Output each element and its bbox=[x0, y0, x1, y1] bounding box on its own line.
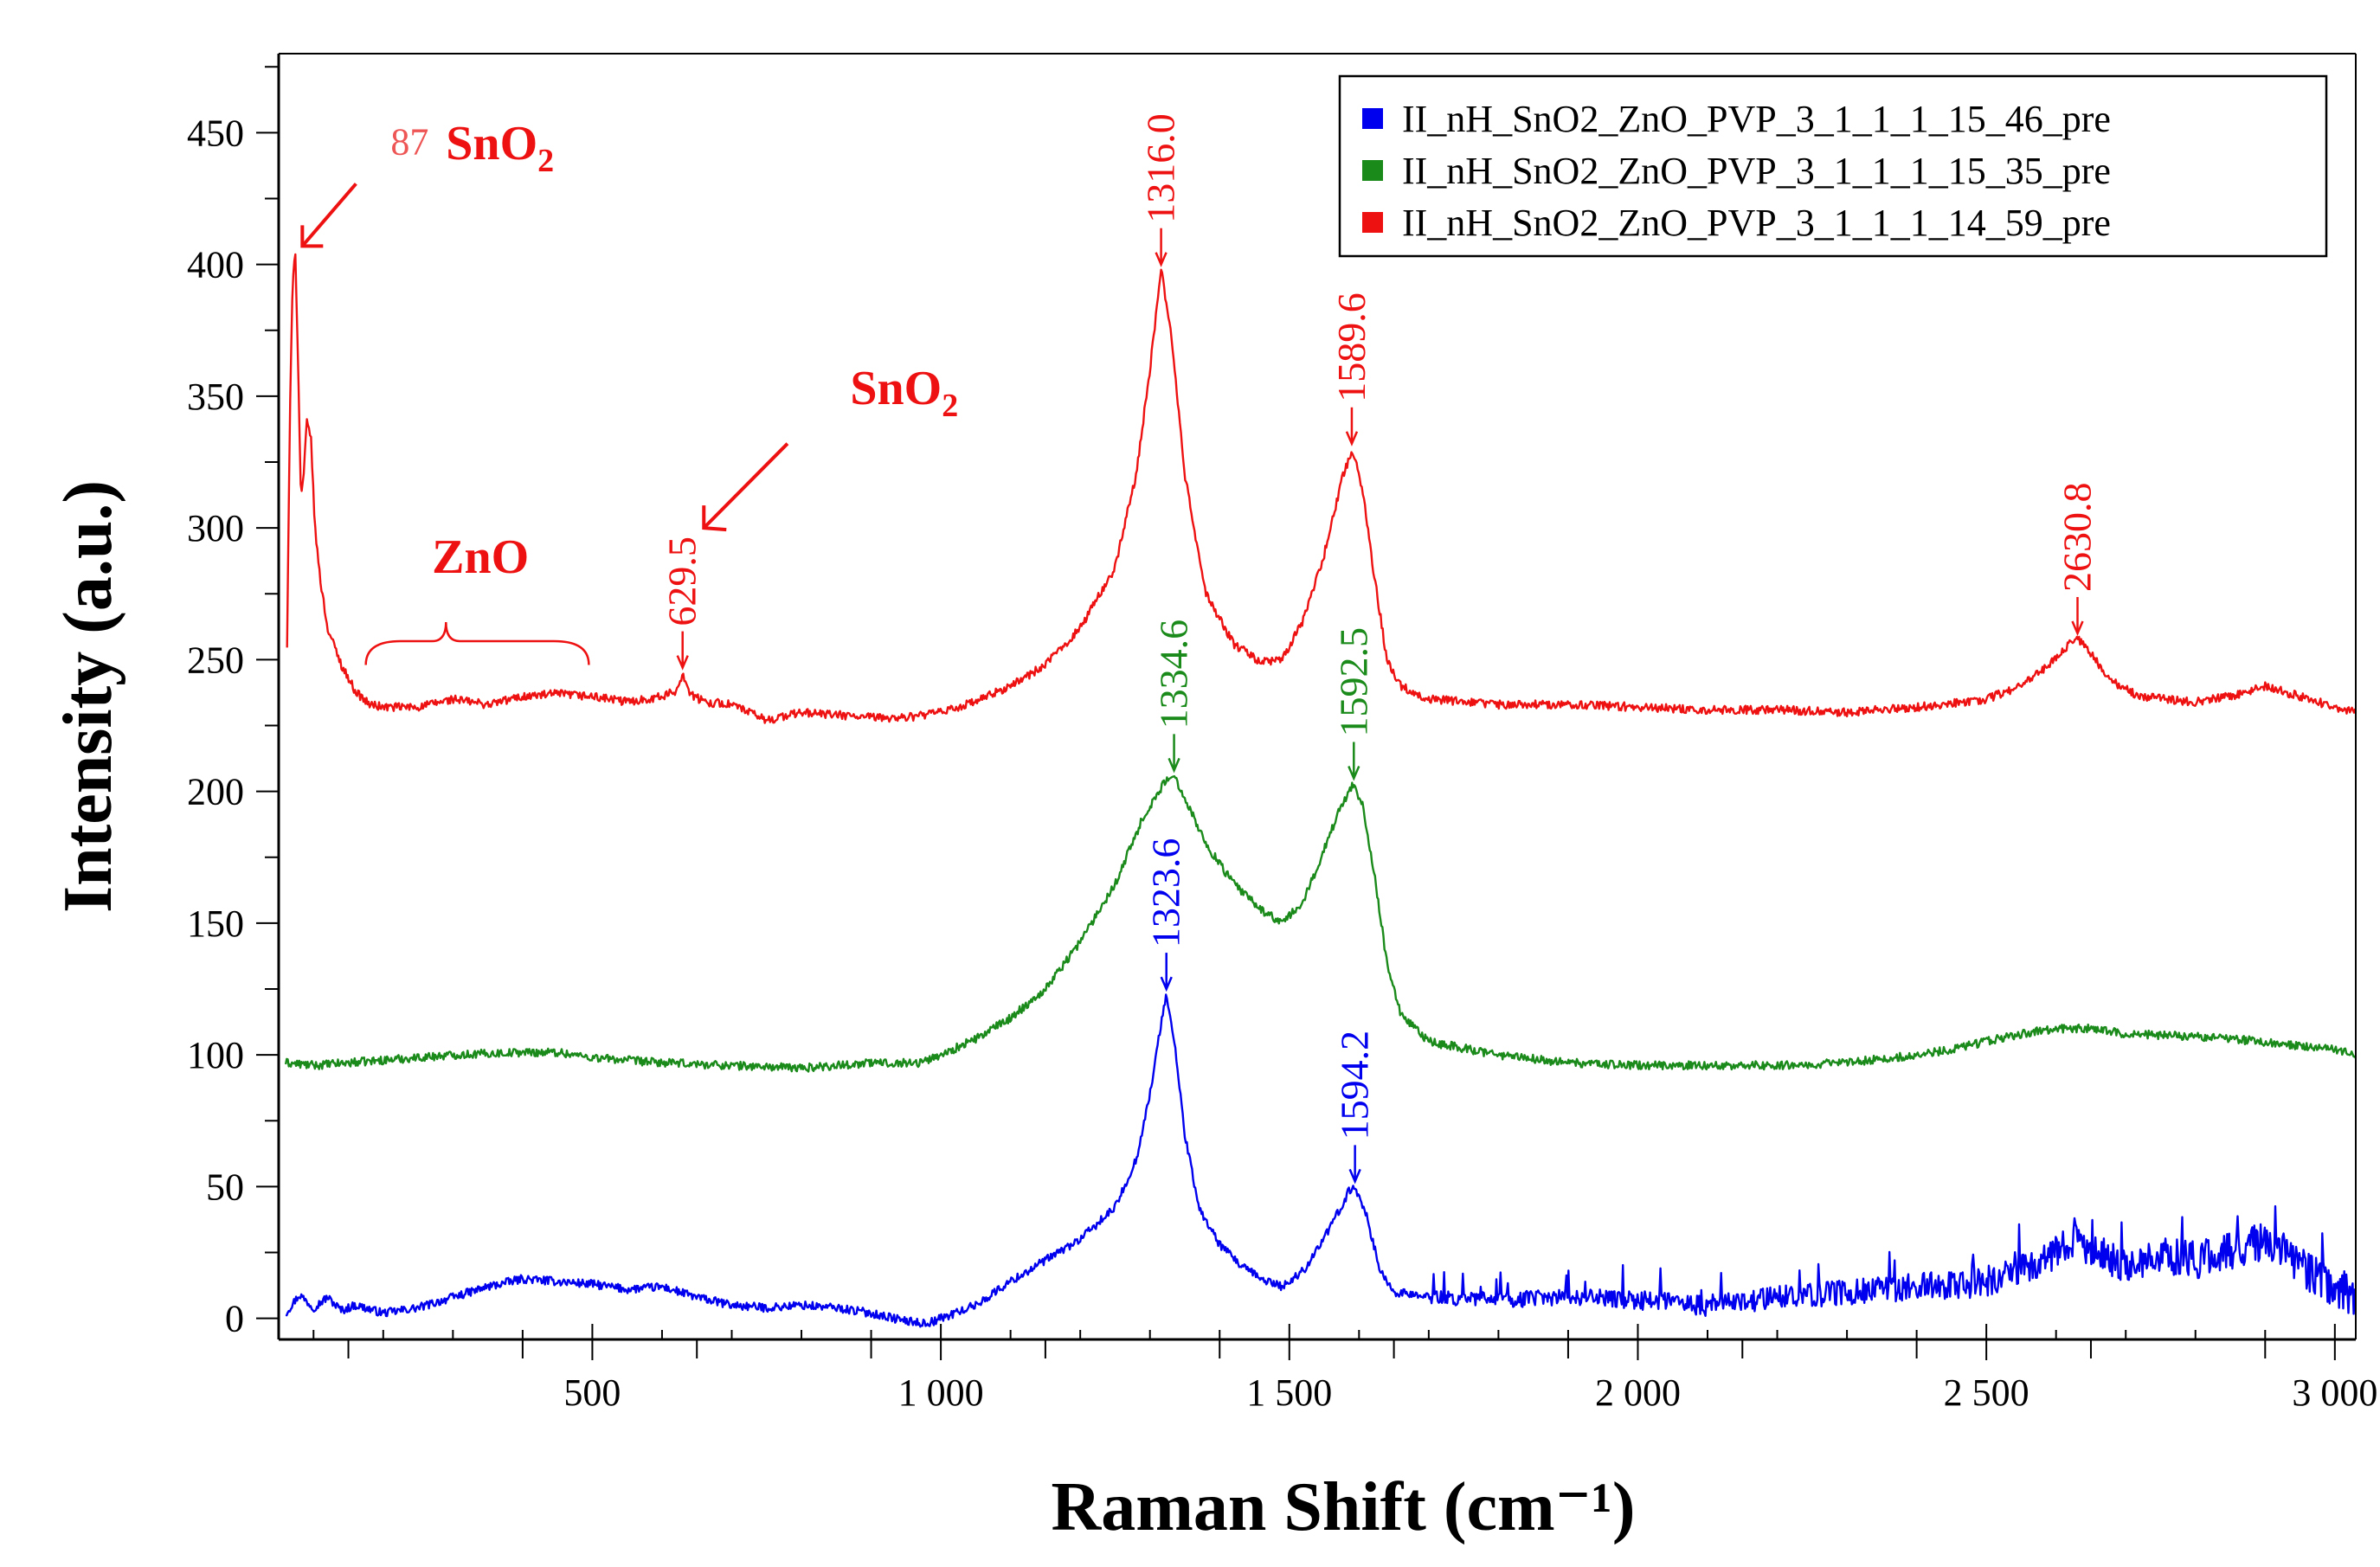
legend-box bbox=[1338, 74, 2328, 258]
legend-swatch bbox=[1362, 108, 1383, 129]
legend-swatch bbox=[1362, 212, 1383, 233]
y-tick-label: 0 bbox=[225, 1298, 244, 1340]
peak-label: 1316.0 bbox=[1139, 113, 1183, 223]
peak-label: 1334.6 bbox=[1152, 620, 1196, 729]
legend-entry: II_nH_SnO2_ZnO_PVP_3_1_1_1_15_35_pre bbox=[1402, 150, 2111, 192]
sno2-arrow bbox=[702, 442, 789, 530]
zno-annotation: ZnO bbox=[432, 530, 529, 584]
y-tick-label: 200 bbox=[187, 771, 244, 813]
x-tick-label: 2 500 bbox=[1944, 1371, 2029, 1414]
peak-label: 629.5 bbox=[660, 536, 704, 626]
peak-label: 1589.6 bbox=[1329, 292, 1373, 402]
peak-arrow-head bbox=[300, 225, 324, 248]
axes-layer: 500 1 000 1 500 2 000 2 500 3 000 0 50 100 150 200… bbox=[50, 53, 2377, 1545]
peak-label: 1323.6 bbox=[1144, 838, 1188, 948]
peak-arrow-head bbox=[1345, 431, 1359, 446]
legend-swatch bbox=[1362, 160, 1383, 181]
x-tick-label: 500 bbox=[563, 1371, 621, 1414]
y-tick-label: 50 bbox=[206, 1166, 244, 1208]
x-tick-label: 1 000 bbox=[898, 1371, 984, 1414]
peak-arrow-head bbox=[1160, 976, 1173, 992]
peak-label: 1592.5 bbox=[1331, 627, 1375, 737]
x-tick-label: 2 000 bbox=[1595, 1371, 1681, 1414]
series-line-1 bbox=[285, 993, 2357, 1328]
y-tick-label: 100 bbox=[187, 1034, 244, 1076]
sno2-arrow-head bbox=[702, 505, 727, 532]
peak-arrow-head bbox=[1155, 252, 1167, 267]
legend: II_nH_SnO2_ZnO_PVP_3_1_1_1_15_46_pre II_n… bbox=[1338, 74, 2328, 258]
peak-label: 2630.8 bbox=[2055, 483, 2099, 593]
series-line-2 bbox=[284, 774, 2357, 1073]
peak-label: 1594.2 bbox=[1333, 1031, 1377, 1140]
y-axis-title: Intensity (a.u.) bbox=[50, 480, 126, 913]
legend-entry: II_nH_SnO2_ZnO_PVP_3_1_1_1_15_46_pre bbox=[1402, 98, 2111, 140]
peak-arrow-head bbox=[1348, 1168, 1361, 1185]
y-tick-label: 400 bbox=[187, 244, 244, 286]
annotation-subscript: 2 bbox=[537, 143, 554, 179]
y-tick-label: 450 bbox=[187, 112, 244, 154]
annotation-layer: 87 629.5 1316.0 1589.6 2630.8 1334.6 1592.5 132… bbox=[300, 113, 2099, 1185]
y-tick-label: 250 bbox=[187, 639, 244, 681]
y-tick-label: 350 bbox=[187, 376, 244, 418]
x-tick-label: 1 500 bbox=[1246, 1371, 1332, 1414]
peak-arrow-head bbox=[1167, 757, 1180, 774]
peak-arrow-head bbox=[2071, 620, 2084, 637]
x-tick-label: 3 000 bbox=[2292, 1371, 2377, 1414]
y-tick-label: 300 bbox=[187, 507, 244, 549]
sno2-annotation: SnO2 bbox=[850, 362, 958, 424]
series-layer bbox=[284, 253, 2357, 1328]
annotation-subscript: 2 bbox=[942, 388, 958, 424]
peak-arrow-head bbox=[1348, 765, 1360, 781]
y-tick-label: 150 bbox=[187, 902, 244, 945]
peak-arrow-head bbox=[676, 655, 689, 671]
x-axis-title: Raman Shift (cm⁻¹) bbox=[1051, 1469, 1635, 1545]
legend-entry: II_nH_SnO2_ZnO_PVP_3_1_1_1_14_59_pre bbox=[1402, 202, 2111, 244]
sno2-annotation: SnO2 bbox=[446, 117, 554, 179]
peak-arrow bbox=[300, 183, 357, 247]
peak-label: 87 bbox=[390, 120, 428, 163]
series-line-3 bbox=[286, 253, 2357, 724]
